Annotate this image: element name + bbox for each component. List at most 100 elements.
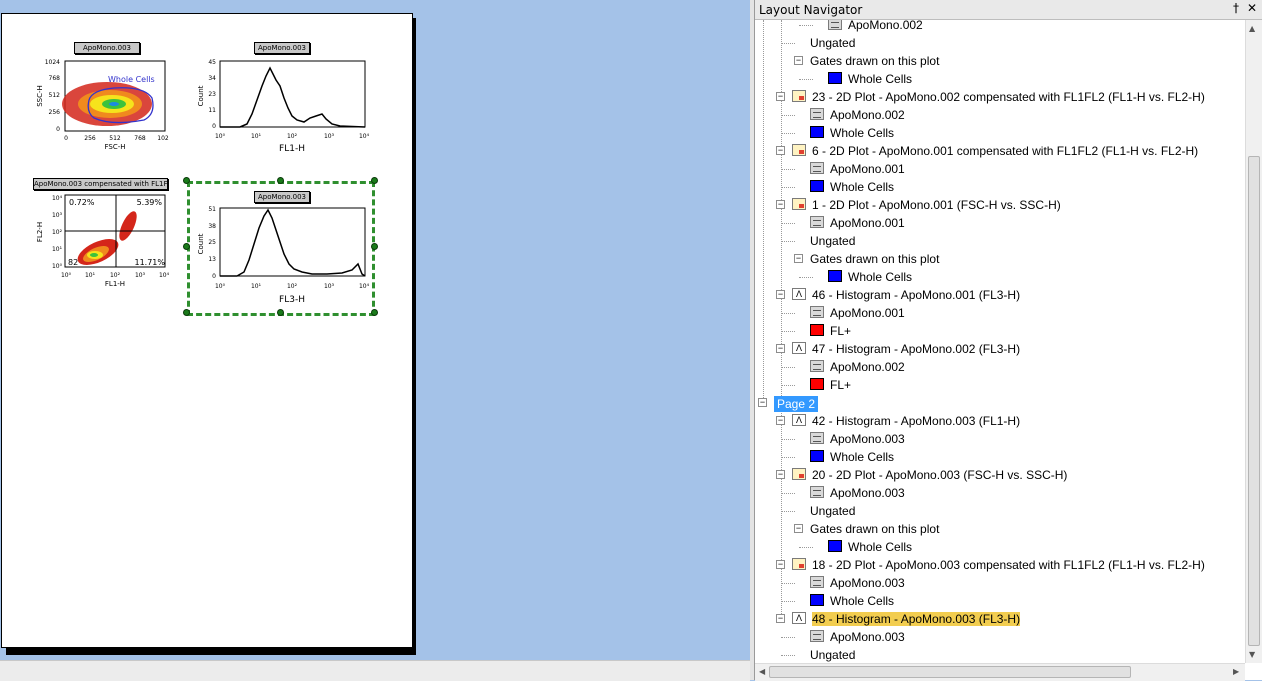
- collapse-toggle-icon[interactable]: −: [794, 523, 803, 533]
- collapse-toggle-icon[interactable]: −: [794, 253, 803, 263]
- layout-workspace[interactable]: ApoMono.003 Whole Cells 1024 768 512 256…: [0, 0, 750, 660]
- tree-node[interactable]: − 18 - 2D Plot - ApoMono.003 compensated …: [755, 556, 1245, 574]
- tree-node[interactable]: ApoMono.002: [755, 358, 1245, 376]
- tree-node[interactable]: FL+: [755, 322, 1245, 340]
- horizontal-scroll-thumb[interactable]: [769, 666, 1131, 678]
- tree-node[interactable]: Ungated: [755, 646, 1245, 663]
- tree-node[interactable]: ApoMono.001: [755, 160, 1245, 178]
- resize-handle-e[interactable]: [371, 243, 378, 250]
- y-tick: 45: [208, 59, 216, 66]
- layout-tree[interactable]: ApoMono.002 Ungated − Gates drawn on this p…: [755, 20, 1245, 663]
- scatter-fsc-plot[interactable]: Whole Cells 1024 768 512 256 0 0 256 512…: [32, 56, 172, 161]
- scroll-left-icon[interactable]: ◀: [759, 667, 766, 676]
- tree-node[interactable]: − Gates drawn on this plot: [755, 520, 1245, 538]
- collapse-toggle-icon[interactable]: −: [776, 145, 785, 155]
- tree-node[interactable]: ApoMono.003: [755, 430, 1245, 448]
- y-tick: 10⁰: [52, 263, 63, 270]
- resize-handle-sw[interactable]: [183, 309, 190, 316]
- tree-node[interactable]: − Λ 42 - Histogram - ApoMono.003 (FL1-H): [755, 412, 1245, 430]
- tree-node[interactable]: ApoMono.002: [755, 106, 1245, 124]
- tree-node[interactable]: ApoMono.002: [755, 20, 1245, 34]
- resize-handle-se[interactable]: [371, 309, 378, 316]
- horizontal-scrollbar[interactable]: ◀ ▶: [755, 663, 1245, 681]
- tree-node[interactable]: − 20 - 2D Plot - ApoMono.003 (FSC-H vs. S…: [755, 466, 1245, 484]
- collapse-toggle-icon[interactable]: −: [758, 397, 767, 407]
- scroll-down-icon[interactable]: ▼: [1249, 650, 1256, 659]
- tree-node[interactable]: ApoMono.003: [755, 484, 1245, 502]
- tree-guide: [763, 20, 764, 402]
- tree-node[interactable]: − 23 - 2D Plot - ApoMono.002 compensated …: [755, 88, 1245, 106]
- resize-handle-ne[interactable]: [371, 177, 378, 184]
- collapse-toggle-icon[interactable]: −: [776, 289, 785, 299]
- collapse-toggle-icon[interactable]: −: [776, 199, 785, 209]
- tree-node[interactable]: Whole Cells: [755, 268, 1245, 286]
- tree-connector: [781, 601, 795, 602]
- scatter-comp-title[interactable]: ApoMono.003 compensated with FL1FL2: [33, 178, 168, 190]
- resize-handle-nw[interactable]: [183, 177, 190, 184]
- tree-node[interactable]: Whole Cells: [755, 592, 1245, 610]
- tree-node[interactable]: Ungated: [755, 502, 1245, 520]
- tree-node-label: ApoMono.002: [830, 108, 905, 122]
- tree-node[interactable]: Whole Cells: [755, 70, 1245, 88]
- tree-page-node[interactable]: − Page 2: [755, 394, 1245, 412]
- collapse-toggle-icon[interactable]: −: [776, 343, 785, 353]
- tree-node-label: Ungated: [810, 36, 856, 50]
- scatter-fsc-title[interactable]: ApoMono.003: [74, 42, 140, 54]
- tree-node-label: Gates drawn on this plot: [810, 522, 940, 536]
- tree-node[interactable]: − Λ 47 - Histogram - ApoMono.002 (FL3-H): [755, 340, 1245, 358]
- tree-node[interactable]: − Λ 48 - Histogram - ApoMono.003 (FL3-H): [755, 610, 1245, 628]
- panel-splitter[interactable]: [750, 0, 754, 680]
- layout-page[interactable]: ApoMono.003 Whole Cells 1024 768 512 256…: [1, 13, 413, 648]
- tree-node[interactable]: ApoMono.001: [755, 214, 1245, 232]
- pin-icon[interactable]: †: [1233, 1, 1239, 15]
- tree-node[interactable]: Ungated: [755, 232, 1245, 250]
- hist-fl1-title[interactable]: ApoMono.003: [254, 42, 310, 54]
- tree-node[interactable]: ApoMono.001: [755, 304, 1245, 322]
- collapse-toggle-icon[interactable]: −: [776, 559, 785, 569]
- hist-fl1-plot[interactable]: 45 34 23 11 0 10⁰ 10¹ 10² 10³ 10⁴ FL1-H …: [192, 56, 377, 161]
- tree-node[interactable]: Whole Cells: [755, 124, 1245, 142]
- tree-node[interactable]: − Λ 46 - Histogram - ApoMono.001 (FL3-H): [755, 286, 1245, 304]
- tree-node-label: 20 - 2D Plot - ApoMono.003 (FSC-H vs. SS…: [812, 468, 1068, 482]
- quadrant-ul-value: 0.72%: [69, 198, 95, 207]
- vertical-scrollbar[interactable]: ▲ ▼: [1245, 20, 1262, 663]
- scatter-comp-plot[interactable]: 0.72% 5.39% 82 11.71% 10⁴ 10³ 10² 10¹ 10…: [30, 192, 175, 297]
- collapse-toggle-icon[interactable]: −: [776, 91, 785, 101]
- quadrant-ll-value: 82: [68, 258, 78, 267]
- tree-node[interactable]: FL+: [755, 376, 1245, 394]
- tree-node[interactable]: − 1 - 2D Plot - ApoMono.001 (FSC-H vs. SS…: [755, 196, 1245, 214]
- tree-node[interactable]: ApoMono.003: [755, 574, 1245, 592]
- hist-fl3-title[interactable]: ApoMono.003: [254, 191, 310, 203]
- collapse-toggle-icon[interactable]: −: [776, 415, 785, 425]
- tree-node[interactable]: − 6 - 2D Plot - ApoMono.001 compensated w…: [755, 142, 1245, 160]
- tree-node[interactable]: ApoMono.003: [755, 628, 1245, 646]
- hist-fl3-plot[interactable]: 51 38 25 13 0 10⁰ 10¹ 10² 10³ 10⁴ FL3-H …: [192, 204, 372, 309]
- collapse-toggle-icon[interactable]: −: [794, 55, 803, 65]
- resize-handle-w[interactable]: [183, 243, 190, 250]
- y-tick: 25: [208, 239, 216, 246]
- tree-node-label: ApoMono.003: [830, 432, 905, 446]
- tree-node[interactable]: − Gates drawn on this plot: [755, 52, 1245, 70]
- tree-node[interactable]: Whole Cells: [755, 178, 1245, 196]
- close-icon[interactable]: ✕: [1246, 1, 1258, 15]
- data-file-icon: [810, 486, 824, 498]
- x-tick: 10⁰: [215, 133, 226, 140]
- resize-handle-n[interactable]: [277, 177, 284, 184]
- tree-connector: [799, 79, 813, 80]
- plot-2d-icon: [792, 198, 806, 210]
- collapse-toggle-icon[interactable]: −: [776, 469, 785, 479]
- vertical-scroll-thumb[interactable]: [1248, 156, 1260, 646]
- tree-connector: [781, 331, 795, 332]
- tree-node[interactable]: Whole Cells: [755, 448, 1245, 466]
- y-tick: 256: [49, 109, 61, 116]
- collapse-toggle-icon[interactable]: −: [776, 613, 785, 623]
- whole-cells-gate[interactable]: [87, 87, 154, 124]
- resize-handle-s[interactable]: [277, 309, 284, 316]
- histogram-icon: Λ: [792, 414, 806, 426]
- tree-node-label: ApoMono.003: [830, 630, 905, 644]
- scroll-right-icon[interactable]: ▶: [1233, 667, 1240, 676]
- tree-node[interactable]: Ungated: [755, 34, 1245, 52]
- tree-node[interactable]: Whole Cells: [755, 538, 1245, 556]
- scroll-up-icon[interactable]: ▲: [1249, 24, 1256, 33]
- tree-node[interactable]: − Gates drawn on this plot: [755, 250, 1245, 268]
